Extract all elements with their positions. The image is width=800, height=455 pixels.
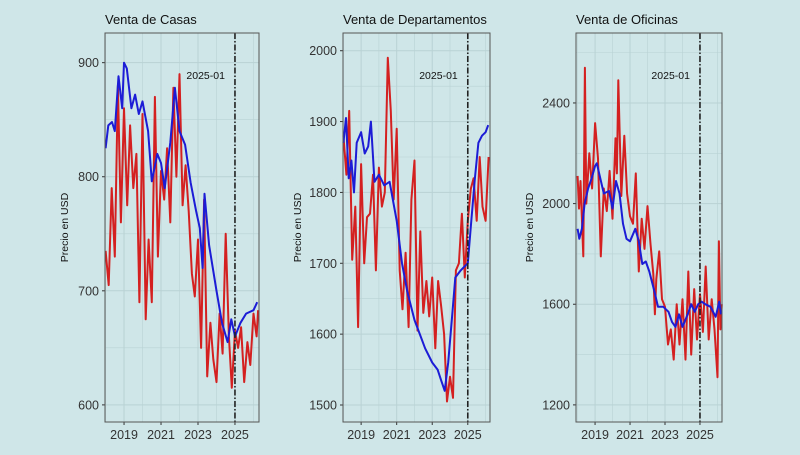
x-tick-label: 2019: [581, 428, 609, 442]
y-tick-label: 1600: [542, 298, 570, 312]
y-tick-label: 2000: [309, 44, 337, 58]
y-tick-label: 900: [78, 56, 99, 70]
series-line-tendencia: [576, 162, 722, 328]
panel-1: 2019 2021 2023 2025 1500 1600 1700 1800 1900 2000…: [292, 12, 491, 442]
y-tick-label: 700: [78, 284, 99, 298]
x-tick-label: 2025: [454, 428, 482, 442]
chart-title: Venta de Casas: [105, 12, 197, 27]
y-tick-label: 1700: [309, 257, 337, 271]
series-line-observado: [104, 73, 260, 389]
panel-0: 2019 2021 2023 2025 600 700 800 900 2025-01 Venta…: [59, 12, 260, 442]
y-axis-label: Precio en USD: [59, 192, 71, 262]
y-tick-label: 1200: [542, 398, 570, 412]
plot-border: [104, 32, 260, 423]
chart-title: Venta de Oficinas: [576, 12, 678, 27]
x-tick-label: 2023: [184, 428, 212, 442]
x-tick-label: 2021: [616, 428, 644, 442]
x-tick-label: 2023: [418, 428, 446, 442]
plot-border: [342, 32, 491, 423]
y-tick-label: 1900: [309, 115, 337, 129]
y-tick-label: 1600: [309, 328, 337, 342]
y-tick-label: 1500: [309, 398, 337, 412]
x-tick-label: 2019: [110, 428, 138, 442]
y-axis-label: Precio en USD: [292, 192, 304, 262]
y-tick-label: 1800: [309, 186, 337, 200]
x-tick-label: 2019: [347, 428, 375, 442]
y-axis-label: Precio en USD: [524, 192, 536, 262]
x-tick-label: 2023: [651, 428, 679, 442]
x-tick-label: 2025: [686, 428, 714, 442]
forecast-start-label: 2025-01: [419, 70, 458, 82]
y-tick-label: 800: [78, 170, 99, 184]
plot-area: [105, 33, 259, 422]
y-tick-label: 600: [78, 398, 99, 412]
x-tick-label: 2025: [221, 428, 249, 442]
panel-2: 2019 2021 2023 2025 1200 1600 2000 2400 2025-01 V…: [524, 12, 723, 442]
plot-border: [575, 32, 723, 423]
y-tick-label: 2000: [542, 197, 570, 211]
x-tick-label: 2021: [383, 428, 411, 442]
series-line-tendencia: [104, 61, 259, 344]
chart-title: Venta de Departamentos: [343, 12, 487, 27]
x-tick-label: 2021: [147, 428, 175, 442]
forecast-start-label: 2025-01: [186, 70, 225, 82]
y-tick-label: 2400: [542, 96, 570, 110]
forecast-start-label: 2025-01: [651, 70, 690, 82]
